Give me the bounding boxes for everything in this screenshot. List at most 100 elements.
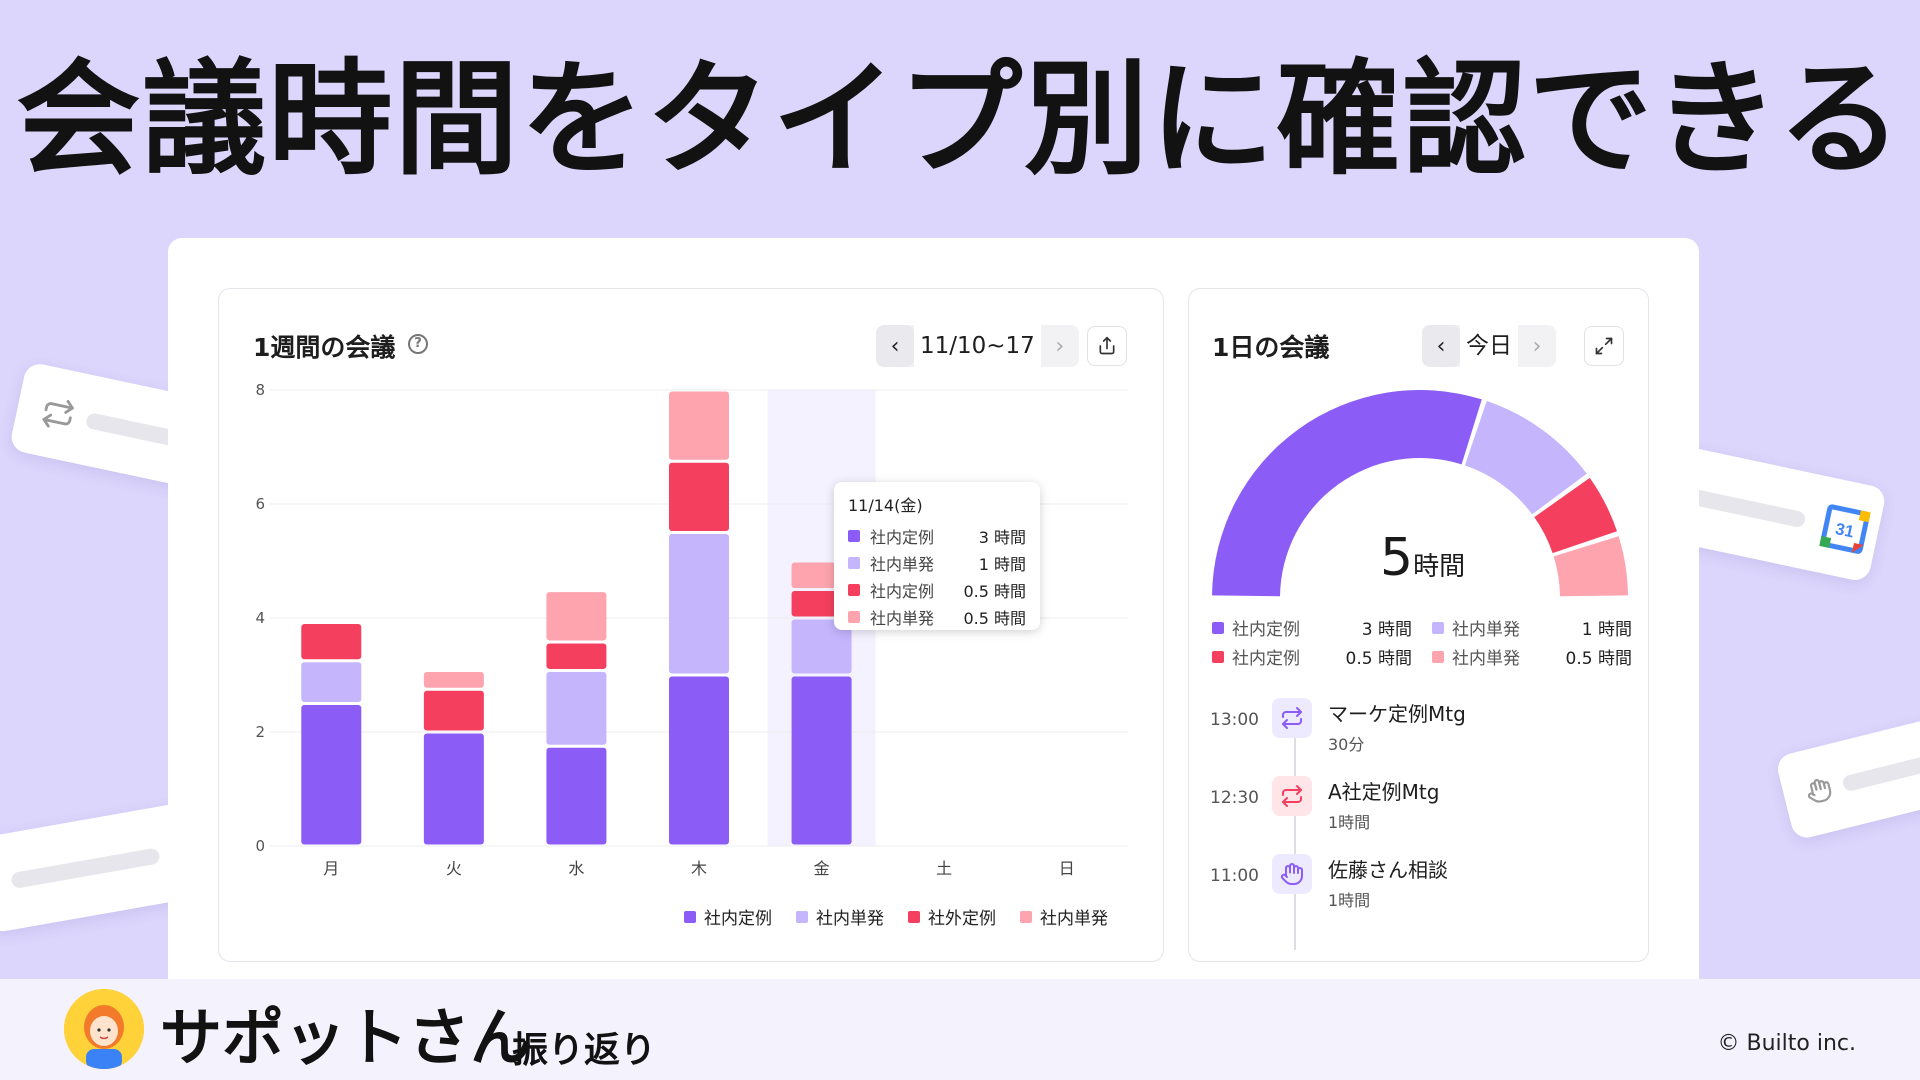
meeting-info: 佐藤さん相談 1時間	[1328, 846, 1448, 924]
tooltip-row: 社内単発 0.5 時間	[848, 603, 1026, 630]
bar-segment[interactable]	[669, 391, 729, 460]
bar-segment[interactable]	[423, 733, 484, 845]
legend-swatch	[684, 910, 696, 923]
legend-label: 社内単発	[816, 909, 884, 929]
bar-segment[interactable]	[301, 624, 362, 660]
timeline-item[interactable]: 11:00 佐藤さん相談 1時間	[1210, 846, 1630, 924]
legend-item: 社内単発	[1020, 904, 1108, 929]
tooltip-value: 0.5 時間	[963, 608, 1026, 628]
donut-segment[interactable]	[1212, 390, 1482, 597]
meeting-time: 13:00	[1210, 710, 1259, 730]
tooltip-swatch	[848, 583, 860, 596]
svg-text:31: 31	[1834, 519, 1856, 541]
legend-label: 社内単発	[1040, 909, 1108, 929]
deco-card-repeat-left	[8, 361, 214, 489]
prev-day-button[interactable]: ‹	[1422, 325, 1460, 367]
next-day-button[interactable]: ›	[1532, 333, 1542, 359]
x-tick-label: 火	[446, 859, 462, 878]
total-hours: 5時間	[1380, 528, 1465, 588]
timeline-item[interactable]: 13:00 マーケ定例Mtg 30分	[1210, 690, 1630, 768]
tooltip-swatch	[848, 610, 860, 623]
legend-item: 社内単発	[796, 904, 884, 929]
y-tick-label: 4	[255, 609, 265, 627]
daily-legend-item: 社内単発 1 時間	[1432, 615, 1632, 640]
footer: サポットさん 振り返り © Builto inc.	[0, 979, 1920, 1080]
prev-week-button[interactable]: ‹	[876, 325, 914, 367]
daily-legend-item: 社内定例 0.5 時間	[1212, 644, 1412, 669]
total-value: 5	[1380, 528, 1414, 588]
tooltip-title: 11/14(金)	[848, 496, 923, 515]
repeat-icon	[1282, 785, 1302, 807]
legend-item: 社内定例	[684, 904, 772, 929]
x-tick-label: 水	[568, 859, 584, 878]
bar-segment[interactable]	[791, 676, 852, 845]
bar-segment[interactable]	[423, 671, 484, 688]
tooltip-name: 社内単発	[870, 554, 935, 574]
brand-subtitle: 振り返り	[512, 1030, 657, 1071]
bar-segment[interactable]	[669, 534, 729, 674]
legend-swatch	[1212, 650, 1224, 663]
bar-segment[interactable]	[669, 676, 729, 845]
legend-swatch	[796, 910, 808, 923]
daily-legend: 社内定例 3 時間 社内単発 1 時間 社内定例 0.5 時間 社内単発 0.5 時間	[1212, 615, 1632, 669]
expand-icon	[1595, 337, 1613, 355]
y-tick-label: 0	[255, 837, 265, 855]
bar-segment[interactable]	[546, 671, 607, 745]
legend-name: 社内定例	[1232, 620, 1300, 640]
bar-segment[interactable]	[423, 690, 484, 731]
week-date-nav: ‹ 11/10~17 ›	[876, 325, 1079, 367]
daily-card-title: 1日の会議	[1212, 333, 1330, 362]
meeting-title: A社定例Mtg	[1328, 780, 1440, 804]
meeting-type-icon	[1272, 698, 1312, 738]
donut-segment[interactable]	[1553, 536, 1628, 597]
meeting-timeline: 13:00 マーケ定例Mtg 30分 12:30 A社定例Mtg 1時間 11:…	[1210, 690, 1630, 950]
share-icon	[1099, 336, 1115, 355]
meeting-info: マーケ定例Mtg 30分	[1328, 690, 1466, 768]
meeting-type-icon	[1272, 776, 1312, 816]
legend-name: 社内定例	[1232, 649, 1300, 669]
meeting-info: A社定例Mtg 1時間	[1328, 768, 1439, 846]
expand-button[interactable]	[1584, 326, 1624, 366]
bar-segment[interactable]	[669, 462, 729, 531]
donut-segment[interactable]	[1534, 477, 1618, 554]
headline: 会議時間をタイプ別に確認できる	[16, 48, 1904, 192]
legend-value: 0.5 時間	[1565, 649, 1632, 669]
bar-tooltip: 11/14(金) 社内定例 3 時間 社内単発 1 時間 社内定例 0.5 時間 社内…	[834, 482, 1040, 630]
day-label: 今日	[1460, 325, 1518, 367]
bar-segment[interactable]	[546, 592, 607, 641]
daily-donut-chart	[1212, 390, 1628, 597]
x-tick-label: 月	[323, 859, 339, 878]
tooltip-value: 0.5 時間	[963, 581, 1026, 601]
deco-card-hand-right	[1774, 709, 1920, 841]
meeting-title: 佐藤さん相談	[1328, 858, 1448, 882]
meeting-duration: 1時間	[1328, 813, 1371, 832]
help-icon[interactable]: ?	[408, 334, 428, 354]
weekly-bar-chart: 0 2 4 6 8 月 火 水 木 金 土 日	[255, 381, 1128, 878]
hand-icon	[1807, 779, 1832, 803]
total-unit: 時間	[1413, 552, 1466, 582]
chart-legend: 社内定例 社内単発 社外定例 社内単発	[684, 904, 1108, 929]
legend-label: 社内定例	[704, 909, 772, 929]
timeline-item[interactable]: 12:30 A社定例Mtg 1時間	[1210, 768, 1630, 846]
legend-item: 社外定例	[908, 904, 996, 929]
meeting-time: 11:00	[1210, 866, 1259, 886]
tooltip-name: 社内定例	[870, 581, 935, 601]
bar-segment[interactable]	[301, 662, 362, 702]
bar-segment[interactable]	[546, 747, 607, 845]
bar-segment[interactable]	[546, 643, 607, 669]
brand-name: サポットさん	[160, 1001, 533, 1074]
y-tick-label: 8	[255, 381, 265, 399]
tooltip-swatch	[848, 556, 860, 569]
bar-segment[interactable]	[791, 619, 852, 674]
hand-icon	[1280, 863, 1303, 885]
share-button[interactable]	[1087, 326, 1127, 366]
timeline-line	[1294, 720, 1296, 950]
calendar-icon: 31	[1819, 504, 1871, 554]
legend-name: 社内単発	[1452, 649, 1520, 669]
bar-segment[interactable]	[301, 705, 362, 845]
x-tick-label: 日	[1059, 859, 1075, 878]
tooltip-row: 社内定例 0.5 時間	[848, 576, 1026, 603]
next-week-button[interactable]: ›	[1055, 333, 1065, 359]
donut-segment[interactable]	[1464, 400, 1587, 515]
meeting-duration: 30分	[1328, 735, 1365, 754]
